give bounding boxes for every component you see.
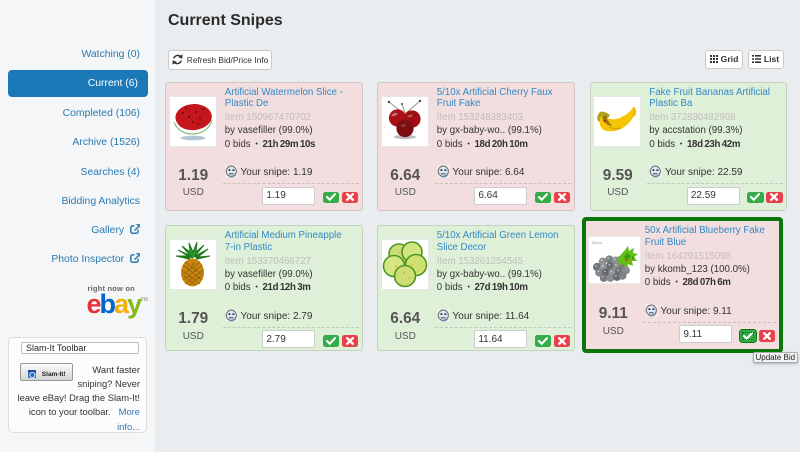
svg-text:50pcs: 50pcs [592,241,602,245]
